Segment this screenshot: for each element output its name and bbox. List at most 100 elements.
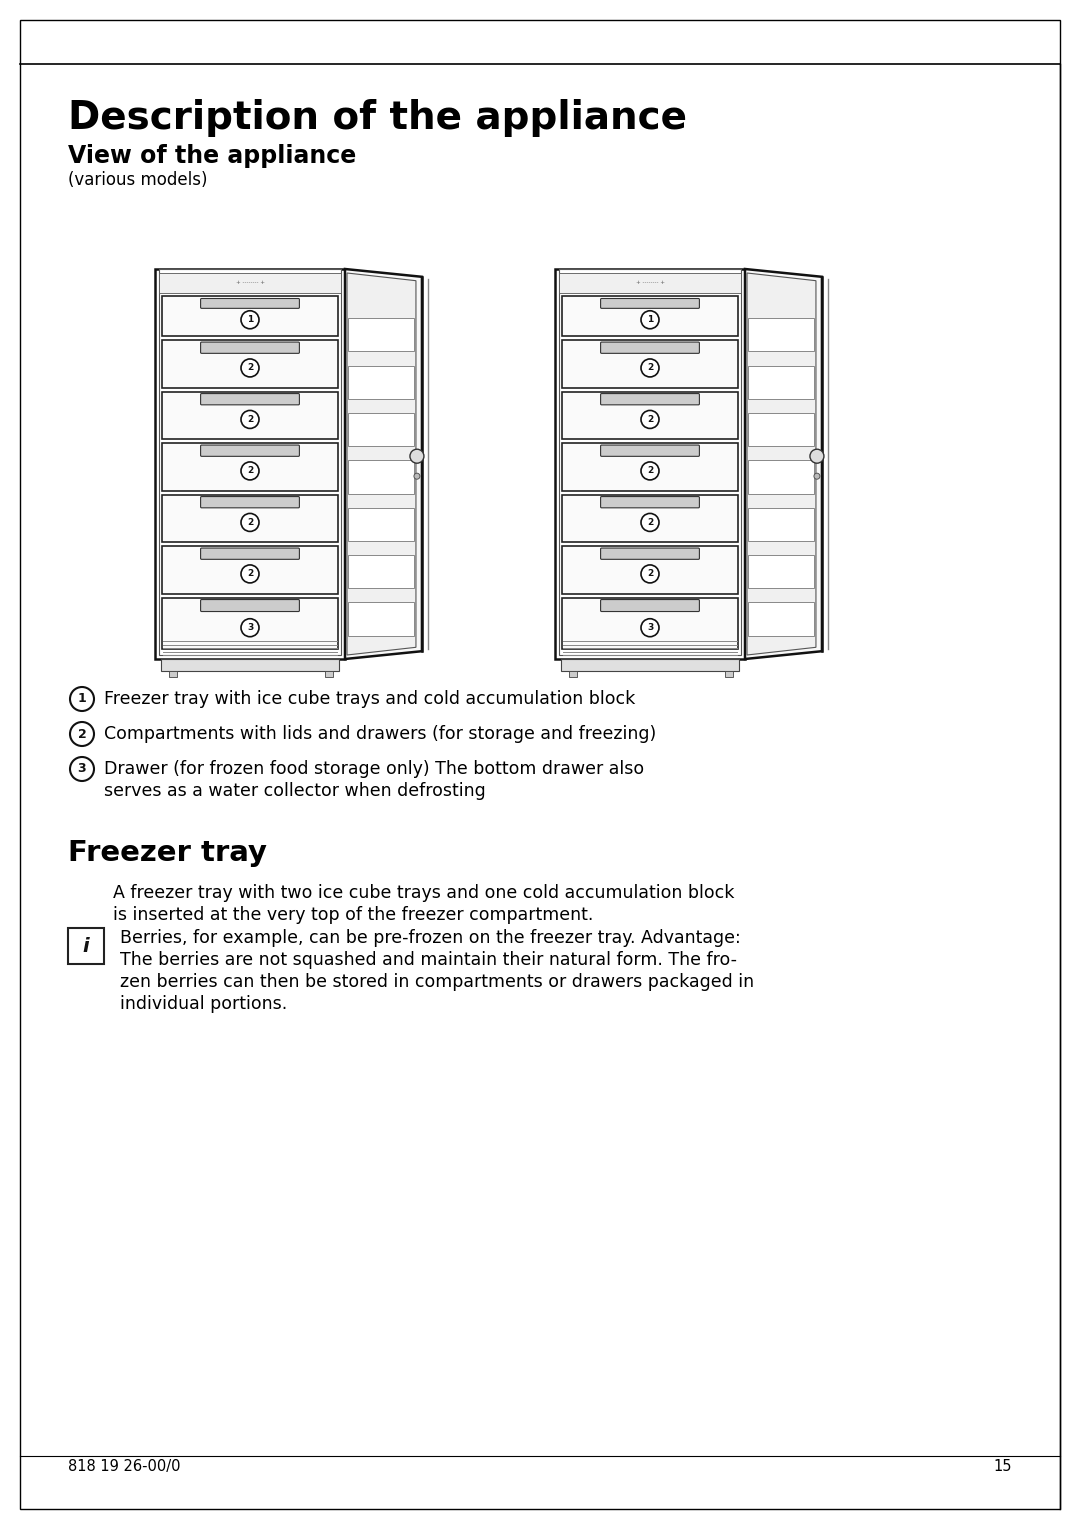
Circle shape <box>241 410 259 428</box>
FancyBboxPatch shape <box>162 598 338 648</box>
Text: serves as a water collector when defrosting: serves as a water collector when defrost… <box>104 781 486 800</box>
FancyBboxPatch shape <box>559 274 741 292</box>
FancyBboxPatch shape <box>559 269 741 654</box>
Text: 818 19 26-00/0: 818 19 26-00/0 <box>68 1459 180 1474</box>
Text: individual portions.: individual portions. <box>120 995 287 1014</box>
FancyBboxPatch shape <box>168 671 177 677</box>
FancyBboxPatch shape <box>600 298 700 309</box>
FancyBboxPatch shape <box>325 671 333 677</box>
FancyBboxPatch shape <box>748 460 814 494</box>
FancyBboxPatch shape <box>600 393 700 405</box>
FancyBboxPatch shape <box>562 391 738 439</box>
Text: 2: 2 <box>247 364 253 373</box>
FancyBboxPatch shape <box>162 494 338 543</box>
FancyBboxPatch shape <box>348 602 414 636</box>
Text: Compartments with lids and drawers (for storage and freezing): Compartments with lids and drawers (for … <box>104 725 657 743</box>
Circle shape <box>414 472 420 479</box>
Text: 2: 2 <box>647 466 653 476</box>
FancyBboxPatch shape <box>748 318 814 352</box>
Text: 3: 3 <box>647 624 653 631</box>
FancyBboxPatch shape <box>21 20 1059 1509</box>
Circle shape <box>241 462 259 480</box>
Text: 15: 15 <box>994 1459 1012 1474</box>
FancyBboxPatch shape <box>161 659 339 671</box>
FancyBboxPatch shape <box>201 298 299 309</box>
Circle shape <box>642 410 659 428</box>
Text: The berries are not squashed and maintain their natural form. The fro-: The berries are not squashed and maintai… <box>120 951 737 969</box>
FancyBboxPatch shape <box>201 393 299 405</box>
FancyBboxPatch shape <box>348 460 414 494</box>
Circle shape <box>241 514 259 532</box>
FancyBboxPatch shape <box>162 339 338 387</box>
Text: 2: 2 <box>647 364 653 373</box>
Text: Description of the appliance: Description of the appliance <box>68 99 687 138</box>
Circle shape <box>241 564 259 583</box>
Circle shape <box>70 687 94 711</box>
FancyBboxPatch shape <box>162 297 338 336</box>
Text: Drawer (for frozen food storage only) The bottom drawer also: Drawer (for frozen food storage only) Th… <box>104 760 644 778</box>
FancyBboxPatch shape <box>159 274 341 292</box>
FancyBboxPatch shape <box>201 599 299 612</box>
Text: 2: 2 <box>247 518 253 528</box>
Circle shape <box>642 310 659 329</box>
FancyBboxPatch shape <box>348 318 414 352</box>
FancyBboxPatch shape <box>600 599 700 612</box>
Text: A freezer tray with two ice cube trays and one cold accumulation block: A freezer tray with two ice cube trays a… <box>113 884 734 902</box>
Circle shape <box>642 359 659 378</box>
FancyBboxPatch shape <box>562 443 738 491</box>
FancyBboxPatch shape <box>748 365 814 399</box>
FancyBboxPatch shape <box>562 339 738 387</box>
FancyBboxPatch shape <box>348 365 414 399</box>
Text: 2: 2 <box>78 728 86 740</box>
Polygon shape <box>747 274 816 654</box>
Circle shape <box>70 722 94 746</box>
FancyBboxPatch shape <box>562 546 738 593</box>
FancyBboxPatch shape <box>748 555 814 589</box>
Text: 2: 2 <box>647 414 653 424</box>
FancyBboxPatch shape <box>201 445 299 456</box>
Circle shape <box>241 310 259 329</box>
FancyBboxPatch shape <box>562 598 738 648</box>
Polygon shape <box>745 269 822 659</box>
FancyBboxPatch shape <box>748 508 814 541</box>
Text: (various models): (various models) <box>68 171 207 190</box>
Circle shape <box>642 514 659 532</box>
Circle shape <box>241 359 259 378</box>
Polygon shape <box>347 274 416 654</box>
FancyBboxPatch shape <box>600 342 700 353</box>
FancyBboxPatch shape <box>162 443 338 491</box>
Text: + -------- +: + -------- + <box>235 280 265 286</box>
FancyBboxPatch shape <box>562 494 738 543</box>
Circle shape <box>70 757 94 781</box>
Polygon shape <box>345 269 422 659</box>
FancyBboxPatch shape <box>201 497 299 508</box>
Text: i: i <box>83 936 90 956</box>
FancyBboxPatch shape <box>748 602 814 636</box>
FancyBboxPatch shape <box>562 297 738 336</box>
Text: 1: 1 <box>247 315 253 324</box>
FancyBboxPatch shape <box>748 413 814 446</box>
Text: View of the appliance: View of the appliance <box>68 144 356 168</box>
Circle shape <box>642 462 659 480</box>
Text: Freezer tray: Freezer tray <box>68 839 267 867</box>
Circle shape <box>410 450 424 463</box>
FancyBboxPatch shape <box>68 928 104 963</box>
Text: + -------- +: + -------- + <box>635 280 664 286</box>
FancyBboxPatch shape <box>162 391 338 439</box>
Circle shape <box>642 619 659 636</box>
FancyBboxPatch shape <box>725 671 733 677</box>
Text: is inserted at the very top of the freezer compartment.: is inserted at the very top of the freez… <box>113 907 593 924</box>
Text: 3: 3 <box>78 763 86 775</box>
Circle shape <box>642 564 659 583</box>
Text: 2: 2 <box>647 518 653 528</box>
Text: 2: 2 <box>247 466 253 476</box>
Text: 2: 2 <box>647 569 653 578</box>
FancyBboxPatch shape <box>348 413 414 446</box>
FancyBboxPatch shape <box>348 508 414 541</box>
FancyBboxPatch shape <box>555 269 745 659</box>
FancyBboxPatch shape <box>600 445 700 456</box>
FancyBboxPatch shape <box>600 547 700 560</box>
FancyBboxPatch shape <box>561 659 739 671</box>
Text: zen berries can then be stored in compartments or drawers packaged in: zen berries can then be stored in compar… <box>120 972 754 991</box>
FancyBboxPatch shape <box>201 547 299 560</box>
